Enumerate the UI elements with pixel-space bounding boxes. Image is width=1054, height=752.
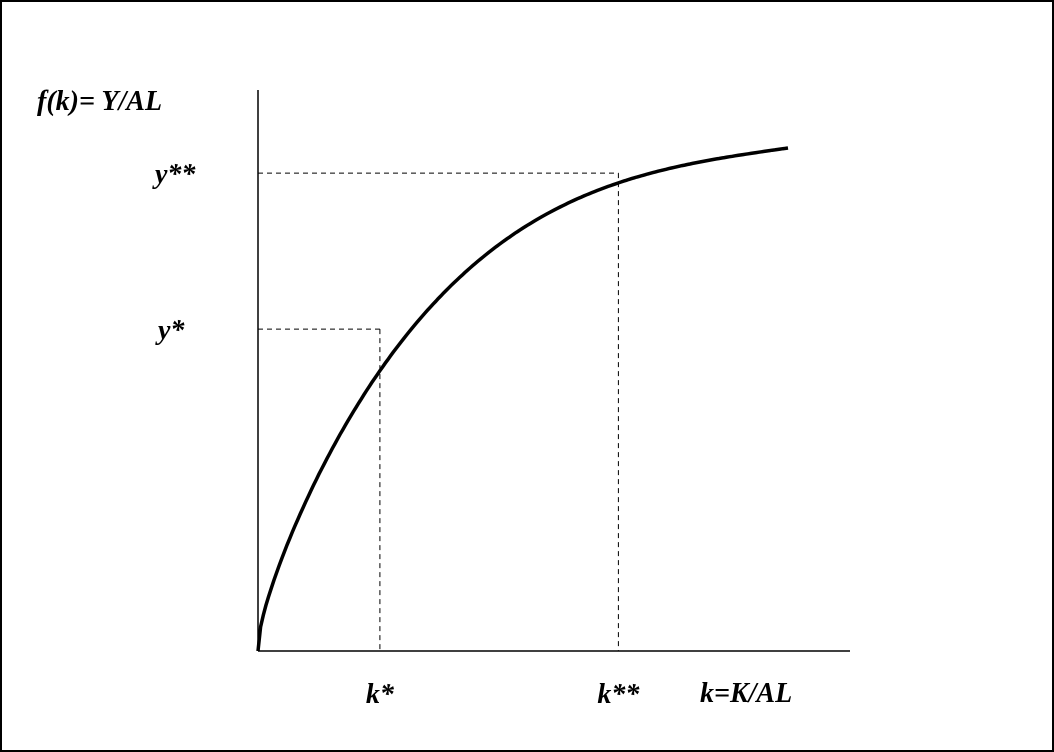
x-axis-label: k=K/AL (700, 678, 792, 709)
y-double-star-label: y** (152, 159, 196, 190)
k-double-star-label: k** (597, 679, 640, 710)
y-star-label: y* (155, 315, 185, 346)
production-curve (256, 146, 789, 652)
y-axis-label: f(k)= Y/AL (37, 86, 162, 117)
k-star-label: k* (366, 679, 395, 710)
